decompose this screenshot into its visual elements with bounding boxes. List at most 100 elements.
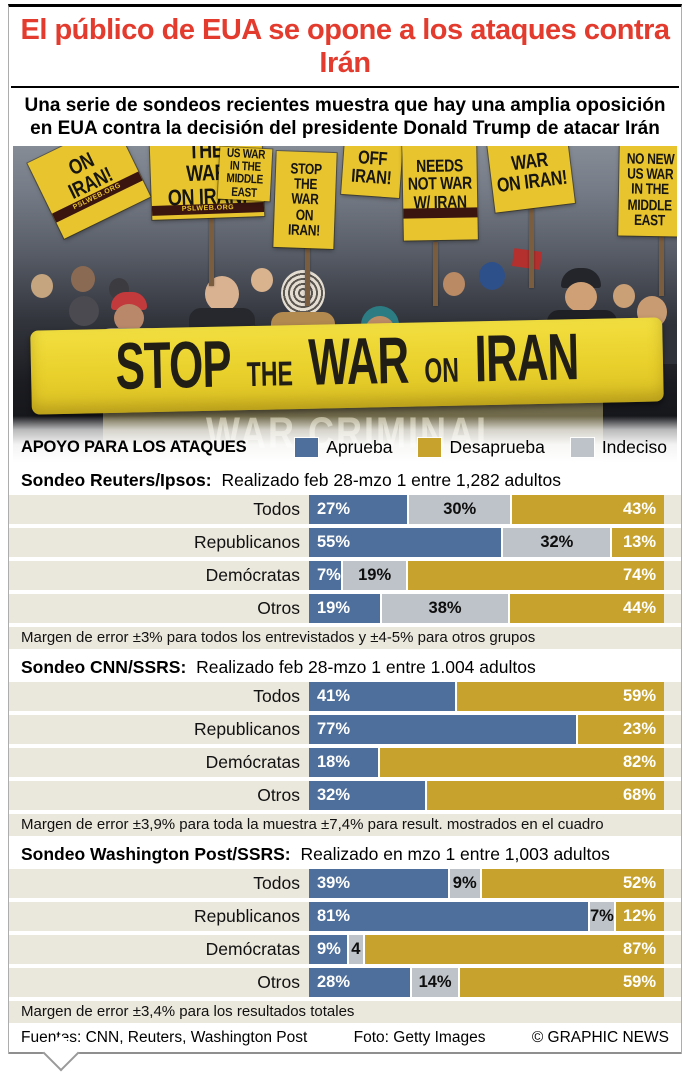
bar-segment-approve: 39%	[309, 869, 448, 899]
approve-swatch	[295, 438, 319, 458]
polls-section: Sondeo Reuters/Ipsos: Realizado feb 28-m…	[9, 462, 681, 1024]
poll-row: Otros 28% 14% 59%	[9, 968, 681, 998]
bar-segment-undecided: 9%	[447, 869, 480, 899]
protest-sign: OFF IRAN!	[341, 146, 403, 199]
sign-text: WAR ON IRAN!	[495, 149, 569, 198]
poll-row: Demócratas 18% 82%	[9, 748, 681, 778]
legend-label: Desaprueba	[449, 437, 545, 458]
stacked-bar: 27% 30% 43%	[309, 495, 664, 525]
person-cap	[561, 268, 601, 289]
stacked-bar: 7% 19% 74%	[309, 561, 664, 591]
person-keffiyeh	[281, 270, 325, 317]
bar-segment-disapprove: 74%	[406, 561, 664, 591]
protest-sign: US WAR IN THE MIDDLE EAST	[217, 146, 273, 202]
bar-segment-approve: 81%	[309, 902, 588, 932]
person-head	[251, 268, 273, 293]
poll-row: Otros 32% 68%	[9, 781, 681, 811]
protest-sign: WAR ON IRAN!	[487, 146, 575, 213]
bar-segment-disapprove: 43%	[509, 495, 664, 525]
title-divider	[11, 86, 679, 88]
bar-segment-approve: 9%	[309, 935, 348, 965]
poll-header-cnn: Sondeo CNN/SSRS: Realizado feb 28-mzo 1 …	[9, 651, 681, 683]
legend-item-aprueba: Aprueba	[295, 437, 392, 458]
undecided-swatch	[570, 438, 594, 458]
bar-segment-undecided: 14%	[409, 968, 459, 998]
protest-sign: ON IRAN! PSLWEB.ORG	[27, 146, 151, 240]
poll-header-wapo: Sondeo Washington Post/SSRS: Realizado e…	[9, 838, 681, 870]
bar-segment-approve: 77%	[309, 715, 577, 745]
protest-sign: STOP THE WAR ON IRAN!	[273, 151, 337, 250]
row-label: Demócratas	[205, 565, 300, 586]
legend: APOYO PARA LOS ATAQUES Aprueba Desaprueb…	[13, 437, 677, 462]
copyright: © GRAPHIC NEWS	[531, 1029, 669, 1047]
bar-segment-disapprove: 68%	[424, 781, 664, 811]
bar-segment-undecided: 38%	[380, 594, 509, 624]
poll-row: Todos 27% 30% 43%	[9, 495, 681, 525]
poll-header-reuters: Sondeo Reuters/Ipsos: Realizado feb 28-m…	[9, 464, 681, 496]
stacked-bar: 19% 38% 44%	[309, 594, 664, 624]
stacked-bar: 39% 9% 52%	[309, 869, 665, 899]
legend-band: APOYO PARA LOS ATAQUES Aprueba Desaprueb…	[13, 416, 677, 463]
poll-row: Republicanos 81% 7% 12%	[9, 902, 681, 932]
poll-note: Margen de error ±3,4% para los resultado…	[9, 1001, 681, 1024]
legend-label: Aprueba	[326, 437, 393, 458]
row-label: Todos	[253, 873, 300, 894]
chart-heading: APOYO PARA LOS ATAQUES	[21, 438, 247, 457]
bar-segment-approve: 55%	[309, 528, 502, 558]
poll-note: Margen de error ±3,9% para toda la muest…	[9, 814, 681, 837]
banner-word: STOP	[114, 328, 232, 405]
sign-text: OFF IRAN!	[350, 147, 393, 190]
bar-segment-disapprove: 87%	[362, 935, 665, 965]
stacked-bar: 32% 68%	[309, 781, 664, 811]
banner-word: WAR	[307, 324, 409, 401]
row-label: Otros	[257, 972, 300, 993]
person-head	[565, 282, 597, 313]
page-title: El público de EUA se opone a los ataques…	[20, 14, 670, 79]
poll-info: Realizado en mzo 1 entre 1,003 adultos	[300, 844, 610, 865]
banner-word: THE	[246, 353, 294, 394]
bar-segment-approve: 27%	[309, 495, 408, 525]
stop-the-war-banner: STOP THE WAR ON IRAN	[30, 317, 664, 415]
protest-sign: NO NEW US WAR IN THE MIDDLE EAST	[618, 146, 677, 237]
protest-sign: NEEDS NOT WAR W/ IRAN	[402, 146, 478, 241]
bar-segment-disapprove: 59%	[458, 968, 664, 998]
person-head	[443, 272, 465, 297]
sign-stick	[209, 216, 214, 287]
row-label: Demócratas	[205, 939, 300, 960]
row-label: Republicanos	[193, 532, 300, 553]
poll-row: Republicanos 55% 32% 13%	[9, 528, 681, 558]
row-label: Todos	[253, 686, 300, 707]
bar-segment-undecided: 19%	[340, 561, 407, 591]
bar-segment-approve: 41%	[309, 682, 456, 712]
sign-text: STOP THE WAR ON IRAN!	[287, 160, 322, 241]
person-head	[31, 274, 53, 299]
sign-stick	[433, 242, 438, 307]
person-head	[479, 262, 505, 291]
bar-segment-approve: 28%	[309, 968, 410, 998]
person-head	[69, 296, 99, 327]
stacked-bar: 55% 32% 13%	[309, 528, 664, 558]
sign-stick	[305, 246, 310, 307]
bar-segment-approve: 7%	[309, 561, 341, 591]
disapprove-swatch	[418, 438, 442, 458]
poll-row: Todos 41% 59%	[9, 682, 681, 712]
stacked-bar: 9% 4 87%	[309, 935, 665, 965]
stacked-bar: 18% 82%	[309, 748, 664, 778]
sign-text: US WAR IN THE MIDDLE EAST	[226, 146, 266, 201]
row-label: Otros	[257, 785, 300, 806]
stacked-bar: 81% 7% 12%	[309, 902, 664, 932]
sign-stick	[529, 208, 534, 289]
subtitle: Una serie de sondeos recientes muestra q…	[9, 88, 681, 140]
bar-segment-approve: 32%	[309, 781, 425, 811]
stacked-bar: 28% 14% 59%	[309, 968, 664, 998]
sign-text: NO NEW US WAR IN THE MIDDLE EAST	[626, 150, 675, 230]
bar-segment-disapprove: 12%	[613, 902, 664, 932]
poll-row: Demócratas 9% 4 87%	[9, 935, 681, 965]
sign-text: NEEDS NOT WAR W/ IRAN	[407, 155, 473, 212]
bar-segment-disapprove: 52%	[479, 869, 665, 899]
stacked-bar: 77% 23%	[309, 715, 664, 745]
sign-stick	[659, 236, 664, 297]
banner-text: STOP THE WAR ON IRAN	[115, 321, 579, 406]
row-label: Demócratas	[205, 752, 300, 773]
person-head	[71, 266, 95, 293]
